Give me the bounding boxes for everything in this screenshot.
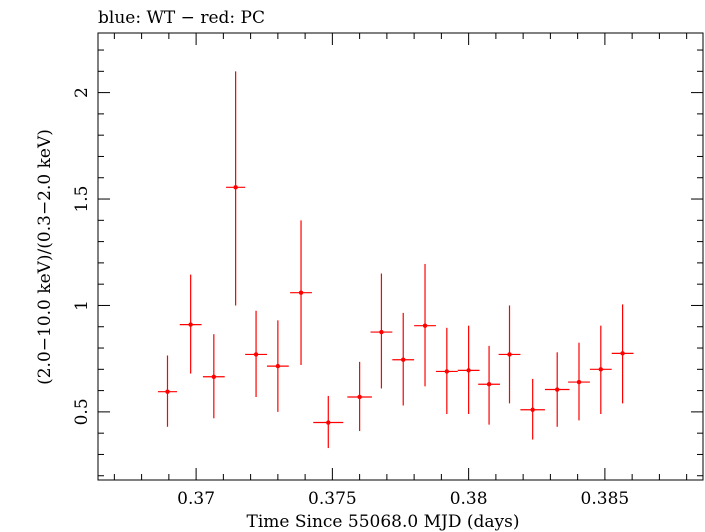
data-point [498, 305, 521, 404]
data-point [611, 304, 634, 404]
data-point [157, 355, 178, 427]
y-axis: 0.5 1 1.5 2 [72, 49, 703, 477]
y-tick-label: 1.5 [72, 186, 92, 213]
point-marker [211, 374, 217, 379]
point-marker [326, 420, 331, 425]
data-point [392, 312, 415, 406]
chart-title: blue: WT − red: PC [98, 8, 265, 28]
data-point [245, 310, 267, 397]
x-axis-label: Time Since 55068.0 MJD (days) [247, 512, 520, 532]
data-point [290, 220, 312, 366]
point-marker [275, 363, 281, 369]
point-marker [422, 323, 428, 328]
point-marker [253, 352, 259, 357]
point-marker [555, 387, 560, 392]
data-point [313, 395, 344, 449]
point-marker [466, 368, 471, 373]
point-marker [233, 185, 238, 190]
point-marker [530, 407, 535, 412]
point-marker [188, 322, 193, 327]
x-tick-label: 0.375 [308, 489, 357, 509]
point-marker [486, 382, 492, 387]
data-point [370, 273, 393, 389]
x-tick-label: 0.37 [177, 489, 215, 509]
data-point [179, 274, 202, 374]
point-marker [165, 389, 170, 394]
point-marker [444, 369, 450, 374]
data-points [157, 71, 634, 449]
y-tick-label: 1 [72, 300, 92, 311]
point-marker [401, 357, 406, 362]
x-tick-label: 0.385 [581, 489, 630, 509]
data-point [226, 71, 246, 306]
y-tick-label: 0.5 [72, 398, 92, 425]
data-point [414, 263, 436, 387]
point-marker [379, 329, 384, 335]
point-marker [598, 367, 604, 372]
y-tick-label: 2 [72, 87, 92, 98]
x-tick-label: 0.38 [450, 489, 488, 509]
point-marker [298, 290, 304, 295]
data-point [266, 320, 289, 412]
data-point [347, 361, 372, 432]
point-marker [357, 394, 362, 400]
data-point [568, 342, 590, 421]
data-point [457, 325, 480, 415]
data-point [589, 325, 612, 415]
data-point [520, 378, 545, 440]
point-marker [576, 379, 582, 385]
y-axis-label: (2.0−10.0 keV)/(0.3−2.0 keV) [35, 129, 55, 385]
data-point [202, 334, 225, 419]
plot-frame [97, 32, 704, 481]
data-point [435, 327, 458, 415]
point-marker [507, 352, 512, 357]
data-point [544, 352, 570, 427]
data-point [478, 345, 500, 425]
point-marker [620, 351, 625, 356]
x-axis: 0.37 0.375 0.38 0.385 [113, 33, 688, 509]
